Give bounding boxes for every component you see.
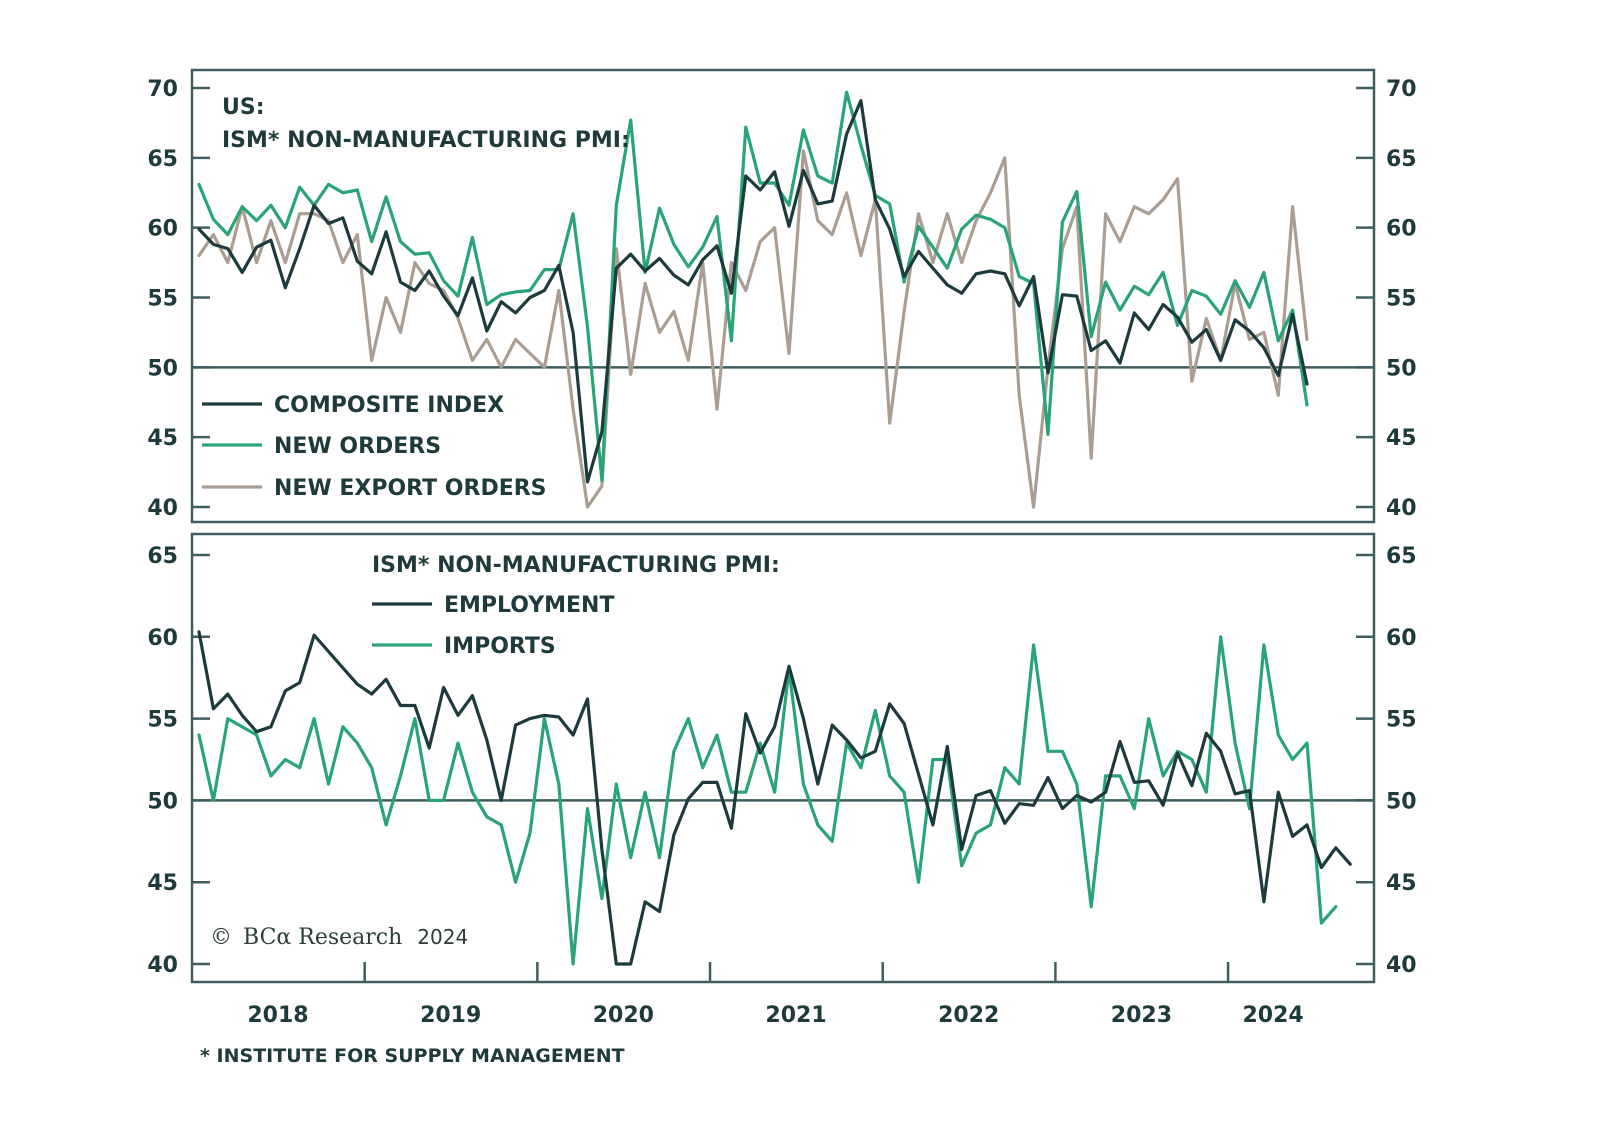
bottom-left-tick-label: 55 bbox=[147, 708, 178, 733]
top-right-tick-label: 45 bbox=[1386, 426, 1417, 451]
series-line-employment bbox=[197, 630, 1352, 966]
bottom-left-tick-label: 45 bbox=[147, 871, 178, 896]
top-right-tick-label: 60 bbox=[1386, 217, 1417, 242]
bottom-left-tick-label: 60 bbox=[147, 626, 178, 651]
bottom-left-tick-label: 40 bbox=[147, 953, 178, 978]
x-tick-label: 2020 bbox=[593, 1003, 654, 1028]
series-line-new-export-orders bbox=[197, 149, 1309, 509]
copyright-symbol: © bbox=[210, 925, 232, 950]
x-tick-label: 2021 bbox=[765, 1003, 826, 1028]
top-panel: 70 70 65 65 60 60 55 55 50 50 45 45 40 40 US: ISM* NO… bbox=[147, 68, 1417, 524]
bottom-panel: 65 65 60 60 55 55 50 50 45 45 40 40 ISM* NON-MANUFA… bbox=[147, 532, 1417, 1028]
bottom-right-tick-label: 40 bbox=[1386, 953, 1417, 978]
series-line-imports bbox=[197, 635, 1338, 966]
top-legend: COMPOSITE INDEX NEW ORDERS NEW EXPORT OR… bbox=[202, 393, 547, 501]
bottom-right-tick-label: 55 bbox=[1386, 708, 1417, 733]
top-panel-frame bbox=[190, 68, 1376, 524]
top-y-axis: 70 70 65 65 60 60 55 55 50 50 45 45 40 40 bbox=[147, 77, 1416, 521]
copyright-notice: © BCα Research 2024 bbox=[210, 925, 468, 950]
x-tick-label: 2022 bbox=[938, 1003, 999, 1028]
series-line-new-orders bbox=[197, 90, 1309, 483]
bottom-title: ISM* NON-MANUFACTURING PMI: bbox=[372, 553, 780, 578]
legend-label-new-export-orders: NEW EXPORT ORDERS bbox=[274, 476, 547, 501]
bottom-panel-frame bbox=[190, 532, 1376, 984]
bottom-right-tick-label: 65 bbox=[1386, 544, 1417, 569]
legend-label-new-orders: NEW ORDERS bbox=[274, 434, 441, 459]
x-tick-label: 2018 bbox=[247, 1003, 308, 1028]
copyright-brand: BCα Research bbox=[243, 925, 402, 950]
bottom-left-tick-label: 50 bbox=[147, 789, 178, 814]
top-left-tick-label: 60 bbox=[147, 217, 178, 242]
bottom-right-tick-label: 50 bbox=[1386, 789, 1417, 814]
top-left-tick-label: 40 bbox=[147, 496, 178, 521]
top-right-tick-label: 50 bbox=[1386, 356, 1417, 381]
top-title-line1: US: bbox=[222, 95, 265, 120]
top-left-tick-label: 70 bbox=[147, 77, 178, 102]
x-tick-label: 2023 bbox=[1111, 1003, 1172, 1028]
bottom-right-tick-label: 45 bbox=[1386, 871, 1417, 896]
top-right-tick-label: 55 bbox=[1386, 287, 1417, 312]
top-left-tick-label: 65 bbox=[147, 147, 178, 172]
copyright-year: 2024 bbox=[417, 925, 468, 949]
x-axis: 2018 2019 2020 2021 2022 2023 2024 bbox=[247, 962, 1304, 1028]
bottom-legend: EMPLOYMENT IMPORTS bbox=[372, 593, 614, 659]
top-title-line2: ISM* NON-MANUFACTURING PMI: bbox=[222, 128, 630, 153]
top-left-tick-label: 55 bbox=[147, 287, 178, 312]
x-tick-label: 2024 bbox=[1242, 1003, 1303, 1028]
series-line-composite bbox=[197, 98, 1309, 484]
top-series-group bbox=[197, 90, 1309, 509]
x-tick-label: 2019 bbox=[420, 1003, 481, 1028]
top-right-tick-label: 65 bbox=[1386, 147, 1417, 172]
top-left-tick-label: 45 bbox=[147, 426, 178, 451]
top-left-tick-label: 50 bbox=[147, 356, 178, 381]
legend-label-composite: COMPOSITE INDEX bbox=[274, 393, 504, 418]
top-right-tick-label: 70 bbox=[1386, 77, 1417, 102]
bottom-y-axis: 65 65 60 60 55 55 50 50 45 45 40 40 bbox=[147, 544, 1416, 978]
bottom-right-tick-label: 60 bbox=[1386, 626, 1417, 651]
top-right-tick-label: 40 bbox=[1386, 496, 1417, 521]
legend-label-imports: IMPORTS bbox=[444, 634, 556, 659]
bottom-series-group bbox=[197, 630, 1352, 966]
legend-label-employment: EMPLOYMENT bbox=[444, 593, 614, 618]
bottom-left-tick-label: 65 bbox=[147, 544, 178, 569]
footnote: * INSTITUTE FOR SUPPLY MANAGEMENT bbox=[200, 1045, 625, 1067]
